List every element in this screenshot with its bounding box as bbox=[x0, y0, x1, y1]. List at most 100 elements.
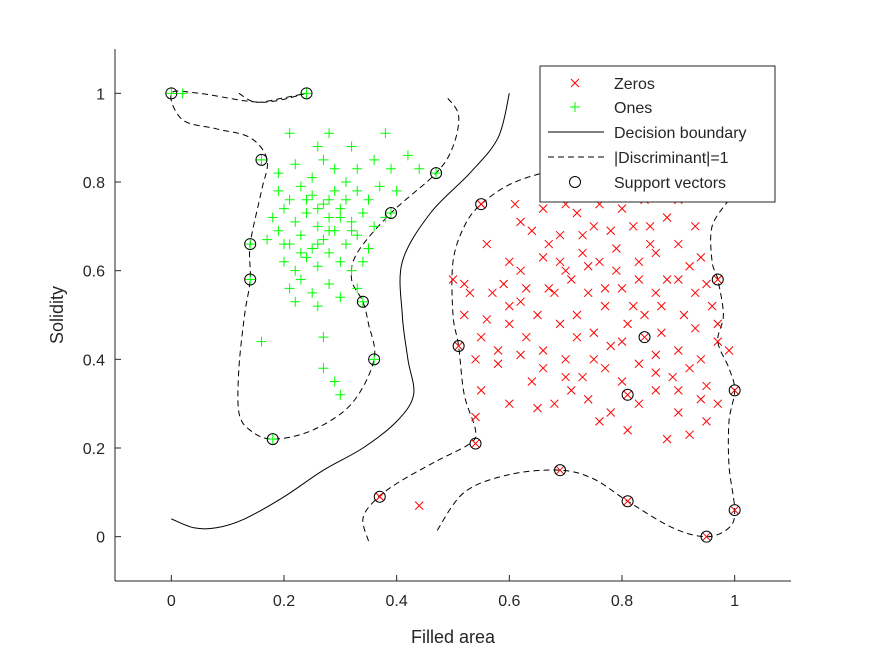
one-point bbox=[352, 185, 363, 196]
zero-point bbox=[572, 310, 582, 320]
one-point bbox=[374, 181, 385, 192]
support-vector-marker bbox=[165, 87, 178, 100]
zero-point bbox=[702, 381, 711, 391]
zero-point bbox=[527, 226, 537, 236]
one-point bbox=[346, 225, 357, 236]
discriminant-curve-0 bbox=[238, 92, 307, 103]
one-point bbox=[295, 274, 306, 285]
zero-point bbox=[476, 386, 486, 395]
one-point bbox=[312, 261, 323, 272]
support-vector-marker bbox=[711, 273, 724, 286]
decision-boundary-line bbox=[171, 93, 510, 530]
zero-point bbox=[459, 310, 469, 320]
one-point bbox=[284, 128, 295, 139]
one-point bbox=[290, 296, 301, 307]
one-point bbox=[335, 203, 346, 214]
zero-point bbox=[504, 319, 514, 329]
one-point bbox=[402, 150, 413, 161]
y-tick-label: 1 bbox=[96, 86, 105, 103]
zero-point bbox=[634, 257, 644, 267]
one-point bbox=[352, 283, 363, 294]
one-point bbox=[177, 88, 188, 99]
y-axis-label: Solidity bbox=[47, 286, 67, 344]
y-tick-label: 0.6 bbox=[83, 264, 105, 281]
zero-point bbox=[713, 319, 723, 329]
zero-point bbox=[685, 261, 694, 271]
one-point bbox=[273, 168, 284, 179]
zero-point bbox=[651, 248, 661, 258]
one-point bbox=[324, 247, 335, 258]
legend-entry-decision-boundary: Decision boundary bbox=[548, 125, 747, 142]
legend-plus-marker-icon bbox=[570, 102, 580, 112]
y-tick-label: 0.4 bbox=[83, 352, 105, 369]
one-point bbox=[256, 336, 267, 347]
zero-point bbox=[730, 386, 740, 395]
zero-point bbox=[550, 288, 559, 298]
zero-point bbox=[696, 253, 706, 262]
zero-point bbox=[696, 354, 706, 364]
support-vector-marker bbox=[255, 153, 268, 166]
zero-point bbox=[555, 465, 565, 475]
zero-point bbox=[538, 346, 548, 355]
one-point bbox=[324, 278, 335, 289]
zero-point bbox=[589, 221, 599, 231]
one-point bbox=[279, 239, 289, 250]
zero-point bbox=[583, 288, 593, 298]
x-tick-label: 0.4 bbox=[386, 593, 408, 610]
x-tick-label: 0.6 bbox=[498, 593, 520, 610]
zero-point bbox=[471, 439, 480, 448]
zero-point bbox=[730, 505, 740, 515]
one-point bbox=[335, 389, 346, 400]
support-vector-marker bbox=[554, 464, 567, 477]
zero-point bbox=[476, 332, 486, 342]
zero-point bbox=[617, 284, 627, 293]
one-point bbox=[307, 172, 318, 183]
one-point bbox=[335, 212, 346, 223]
support-vector-marker bbox=[300, 87, 313, 100]
one-point bbox=[324, 212, 335, 223]
support-vector-marker bbox=[385, 207, 398, 220]
zero-point bbox=[634, 275, 644, 284]
zero-point bbox=[657, 328, 666, 338]
one-point bbox=[357, 256, 368, 267]
zero-point bbox=[600, 363, 610, 373]
zero-point bbox=[606, 226, 616, 236]
zero-point bbox=[504, 301, 514, 311]
one-point bbox=[284, 194, 295, 205]
zero-point bbox=[578, 248, 587, 258]
one-point bbox=[166, 88, 177, 99]
zero-point bbox=[628, 301, 638, 311]
zero-point bbox=[589, 354, 599, 364]
zero-point bbox=[634, 359, 644, 369]
zero-point bbox=[634, 399, 644, 409]
support-vector-marker bbox=[621, 495, 634, 508]
legend-label-decision-boundary: Decision boundary bbox=[614, 125, 747, 142]
one-point bbox=[245, 274, 256, 285]
one-point bbox=[262, 234, 273, 245]
one-point bbox=[312, 221, 323, 232]
zero-point bbox=[673, 386, 683, 395]
legend-entry-zeros: Zeros bbox=[570, 76, 655, 93]
one-point bbox=[267, 434, 278, 445]
zero-point bbox=[516, 266, 525, 276]
one-point bbox=[279, 203, 289, 214]
legend-entry-discriminant: |Discriminant|=1 bbox=[548, 150, 729, 167]
zero-point bbox=[713, 275, 723, 284]
zero-point bbox=[572, 208, 582, 218]
support-vector-marker bbox=[475, 198, 488, 211]
one-point bbox=[380, 128, 391, 139]
legend-box bbox=[539, 65, 776, 203]
support-vector-marker bbox=[430, 167, 443, 180]
zero-point bbox=[690, 323, 700, 333]
support-vector-marker bbox=[266, 433, 279, 446]
zero-point bbox=[561, 266, 571, 276]
support-vector-marker bbox=[469, 437, 482, 450]
one-point bbox=[340, 239, 351, 250]
one-point bbox=[357, 208, 368, 219]
legend-entry-ones: Ones bbox=[570, 100, 652, 117]
zero-point bbox=[713, 337, 723, 346]
zero-point bbox=[685, 363, 694, 373]
zero-point bbox=[623, 425, 632, 435]
zero-point bbox=[482, 239, 492, 249]
